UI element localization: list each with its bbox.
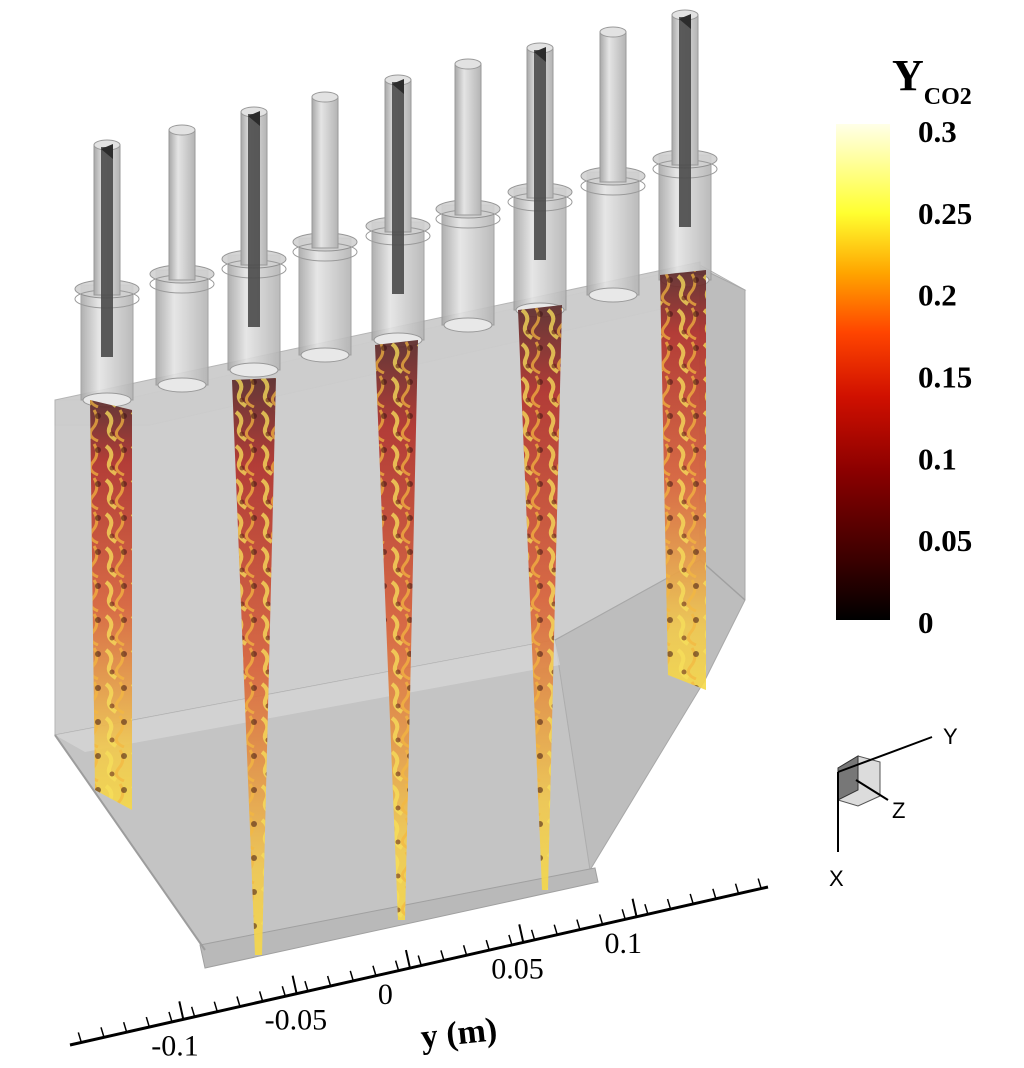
y-axis-minor-tick bbox=[530, 929, 536, 941]
y-axis-tick-label: -0.05 bbox=[265, 1004, 328, 1037]
y-axis-minor-tick bbox=[281, 986, 287, 997]
colorbar-title-main: Y bbox=[892, 51, 924, 100]
y-axis-minor-tick bbox=[100, 1027, 105, 1038]
y-axis-minor-tick bbox=[304, 980, 309, 992]
y-axis-minor-tick bbox=[621, 909, 626, 920]
burner-tube bbox=[221, 106, 287, 378]
triad-z-label: Z bbox=[892, 798, 905, 823]
y-axis-major-tick bbox=[178, 1001, 185, 1020]
y-axis-major-tick bbox=[291, 975, 298, 994]
flame-slice bbox=[660, 270, 706, 690]
y-axis-tick-label: 0.1 bbox=[605, 927, 643, 960]
y-axis-tick-label: 0 bbox=[378, 978, 393, 1011]
flame-slice bbox=[375, 340, 418, 920]
y-axis-minor-tick bbox=[462, 945, 468, 956]
y-axis-minor-tick bbox=[666, 898, 672, 910]
y-axis-minor-tick bbox=[326, 975, 332, 987]
y-axis-minor-tick bbox=[168, 1011, 173, 1023]
burner-tube bbox=[580, 26, 646, 303]
colorbar-tick-label: 0.15 bbox=[918, 360, 972, 395]
y-axis-tick-label: -0.1 bbox=[151, 1029, 199, 1062]
y-axis-line bbox=[69, 885, 769, 1047]
burner-tube bbox=[435, 58, 501, 333]
y-axis-minor-tick bbox=[145, 1016, 151, 1028]
flame-slice bbox=[518, 305, 562, 890]
burner-tube bbox=[292, 91, 358, 363]
y-axis-minor-tick bbox=[440, 950, 445, 961]
flame-slice bbox=[90, 400, 132, 810]
y-axis-minor-tick bbox=[734, 883, 740, 894]
colorbar-title-sub: CO2 bbox=[924, 84, 972, 110]
colorbar-tick-label: 0.1 bbox=[918, 441, 957, 476]
triad-z-axis bbox=[855, 779, 889, 801]
y-axis-minor-tick bbox=[349, 970, 354, 982]
y-axis-major-tick bbox=[404, 949, 411, 969]
flame-slices bbox=[90, 270, 706, 955]
colorbar-gradient bbox=[836, 124, 890, 620]
y-axis-ticks: -0.1 -0.05 0 0.05 0.1 bbox=[77, 878, 762, 1062]
y-axis-major-tick bbox=[518, 924, 525, 943]
colorbar-tick-label: 0 bbox=[918, 605, 934, 640]
burner-tube bbox=[507, 42, 573, 318]
y-axis-major-tick bbox=[631, 898, 638, 917]
y-axis-minor-tick bbox=[598, 914, 604, 925]
y-axis-minor-tick bbox=[508, 934, 513, 946]
colorbar-tick-label: 0.05 bbox=[918, 523, 972, 558]
triad-y-axis bbox=[837, 736, 933, 773]
y-axis-minor-tick bbox=[236, 996, 241, 1007]
triad-x-label: X bbox=[829, 866, 844, 891]
colorbar-title: YCO2 bbox=[892, 51, 972, 110]
y-axis-minor-tick bbox=[689, 893, 694, 905]
triad-y-label: Y bbox=[943, 724, 958, 749]
y-axis-minor-tick bbox=[757, 878, 762, 889]
flame-slice bbox=[232, 378, 276, 955]
y-axis-minor-tick bbox=[190, 1006, 196, 1018]
y-axis-minor-tick bbox=[122, 1021, 128, 1033]
burner-tube bbox=[365, 74, 431, 348]
colorbar-tick-label: 0.3 bbox=[918, 114, 957, 149]
y-axis-minor-tick bbox=[77, 1032, 83, 1043]
y-axis-title: y (m) bbox=[419, 1011, 499, 1056]
colorbar-tick-label: 0.25 bbox=[918, 196, 972, 231]
burner-tube bbox=[652, 9, 718, 288]
colorbar-ticks: 0.3 0.25 0.2 0.15 0.1 0.05 0 bbox=[918, 114, 972, 640]
burner-tube-array bbox=[74, 9, 718, 408]
y-axis-minor-tick bbox=[485, 939, 490, 951]
y-axis-minor-tick bbox=[258, 991, 264, 1002]
y-axis: -0.1 -0.05 0 0.05 0.1 y (m) bbox=[69, 878, 769, 1062]
y-axis-minor-tick bbox=[213, 1001, 219, 1012]
colorbar-tick-label: 0.2 bbox=[918, 278, 957, 313]
y-axis-tick-label: 0.05 bbox=[491, 952, 544, 985]
y-axis-minor-tick bbox=[417, 955, 422, 966]
burner-tube bbox=[149, 124, 215, 393]
burner-tube bbox=[74, 139, 140, 408]
y-axis-minor-tick bbox=[394, 960, 400, 971]
y-axis-minor-tick bbox=[372, 965, 377, 976]
y-axis-minor-tick bbox=[576, 919, 581, 930]
y-axis-minor-tick bbox=[553, 924, 558, 935]
y-axis-minor-tick bbox=[644, 903, 649, 915]
chamber-band bbox=[55, 640, 560, 752]
colorbar: YCO2 0.3 0.25 0.2 0.15 0.1 0.05 0 bbox=[836, 51, 972, 640]
axis-triad: Y Z X bbox=[829, 724, 958, 891]
y-axis-minor-tick bbox=[712, 888, 717, 900]
